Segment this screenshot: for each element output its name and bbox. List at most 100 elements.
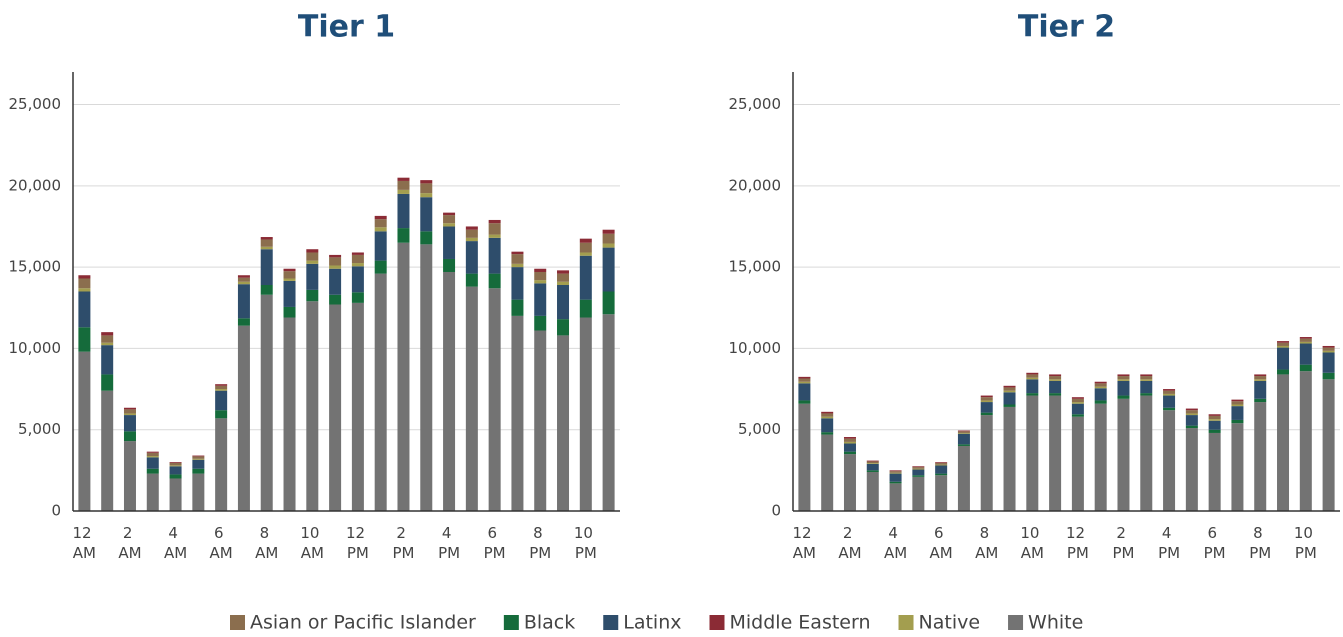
bar-segment bbox=[397, 228, 410, 243]
bar-segment bbox=[579, 317, 592, 511]
bar-segment bbox=[843, 438, 856, 442]
bar-segment bbox=[237, 281, 250, 285]
bar-segment bbox=[1254, 398, 1267, 403]
bar-segment bbox=[192, 455, 205, 457]
bar-segment bbox=[935, 462, 948, 464]
bar-segment bbox=[980, 412, 993, 416]
bar-segment bbox=[1277, 347, 1290, 370]
bar-segment bbox=[329, 294, 342, 305]
bar-segment bbox=[511, 315, 524, 511]
bar-segment bbox=[1208, 419, 1221, 421]
x-tick-label-line: 4 bbox=[1162, 524, 1176, 542]
bar-segment bbox=[1163, 410, 1176, 511]
bar-segment bbox=[889, 470, 902, 472]
x-tick-label-line: 2 bbox=[396, 524, 410, 542]
bar-segment bbox=[146, 473, 159, 511]
bar-segment bbox=[912, 466, 925, 468]
bar-segment bbox=[329, 304, 342, 511]
bar-segment bbox=[260, 246, 273, 250]
x-tick-label: 6 AM bbox=[210, 524, 233, 562]
chart-title: Tier 2 bbox=[1018, 10, 1115, 45]
bar-segment bbox=[192, 468, 205, 474]
bar-segment bbox=[283, 317, 296, 511]
legend-label: White bbox=[1028, 612, 1083, 634]
bar-segment bbox=[980, 415, 993, 511]
x-tick-label: 2 PM bbox=[392, 524, 414, 562]
bar-segment bbox=[169, 465, 182, 467]
x-tick-label-line: 6 bbox=[487, 524, 501, 542]
bar-segment bbox=[843, 451, 856, 455]
bar-segment bbox=[283, 306, 296, 318]
bar-segment bbox=[866, 471, 879, 511]
bar-segment bbox=[1071, 416, 1084, 511]
bar-segment bbox=[579, 238, 592, 243]
bar-segment bbox=[283, 280, 296, 307]
x-tick-label: 4 PM bbox=[438, 524, 460, 562]
bar-segment bbox=[488, 273, 501, 289]
y-tick-label: 0 bbox=[771, 502, 781, 520]
x-tick-label: 6 PM bbox=[1204, 524, 1226, 562]
bar-segment bbox=[912, 476, 925, 511]
bar-segment bbox=[912, 469, 925, 476]
bar-segment bbox=[821, 434, 834, 511]
bar-segment bbox=[443, 271, 456, 511]
bar-segment bbox=[1117, 398, 1130, 511]
bar-segment bbox=[1163, 407, 1176, 411]
bar-segment bbox=[1277, 341, 1290, 343]
bar-segment bbox=[123, 407, 136, 410]
bar-segment bbox=[1117, 376, 1130, 380]
bar-segment bbox=[935, 465, 948, 474]
legend-label: Native bbox=[919, 612, 981, 634]
x-tick-label: 8 AM bbox=[255, 524, 278, 562]
bar-segment bbox=[351, 292, 364, 303]
x-tick-label-line: PM bbox=[575, 544, 597, 562]
x-tick-label: 4 AM bbox=[164, 524, 187, 562]
x-tick-label-line: PM bbox=[1204, 544, 1226, 562]
bar-segment bbox=[957, 430, 970, 432]
x-tick-label: 6 AM bbox=[930, 524, 953, 562]
bar-segment bbox=[215, 385, 228, 390]
bar-segment bbox=[101, 342, 114, 346]
bar-segment bbox=[1003, 385, 1016, 388]
legend-label: Middle Eastern bbox=[730, 612, 871, 634]
bar-segment bbox=[579, 255, 592, 300]
bar-segment bbox=[1140, 395, 1153, 511]
bar-segment bbox=[306, 249, 319, 253]
bar-segment bbox=[557, 335, 570, 511]
x-tick-label-line: 6 bbox=[214, 524, 228, 542]
bar-segment bbox=[146, 456, 159, 458]
bar-segment bbox=[889, 481, 902, 484]
bar-segment bbox=[101, 345, 114, 375]
bar-segment bbox=[1003, 406, 1016, 511]
bar-segment bbox=[283, 268, 296, 272]
bar-segment bbox=[488, 223, 501, 235]
bar-segment bbox=[1208, 414, 1221, 416]
bar-segment bbox=[146, 468, 159, 474]
bar-segment bbox=[260, 239, 273, 247]
bar-segment bbox=[935, 464, 948, 466]
y-tick-label: 15,000 bbox=[9, 258, 62, 276]
y-tick-label: 5,000 bbox=[18, 420, 61, 438]
bar-segment bbox=[798, 403, 811, 511]
x-tick-label-line: PM bbox=[347, 544, 369, 562]
bar-segment bbox=[866, 461, 879, 464]
bar-segment bbox=[843, 437, 856, 439]
bar-segment bbox=[123, 415, 136, 432]
bar-segment bbox=[465, 237, 478, 242]
bar-segment bbox=[306, 252, 319, 261]
x-tick-label-line: 4 bbox=[442, 524, 456, 542]
bar-segment bbox=[579, 252, 592, 256]
bar-segment bbox=[215, 410, 228, 419]
bar-segment bbox=[237, 275, 250, 278]
x-tick-label-line: AM bbox=[838, 544, 861, 562]
bar-segment bbox=[798, 400, 811, 404]
bar-segment bbox=[443, 215, 456, 224]
bar-segment bbox=[602, 229, 615, 234]
bar-segment bbox=[329, 265, 342, 269]
bar-segment bbox=[1163, 395, 1176, 408]
bar-segment bbox=[1299, 341, 1312, 344]
y-tick-label: 10,000 bbox=[729, 339, 782, 357]
bar-segment bbox=[420, 193, 433, 198]
bar-segment bbox=[237, 277, 250, 282]
bar-segment bbox=[821, 432, 834, 435]
